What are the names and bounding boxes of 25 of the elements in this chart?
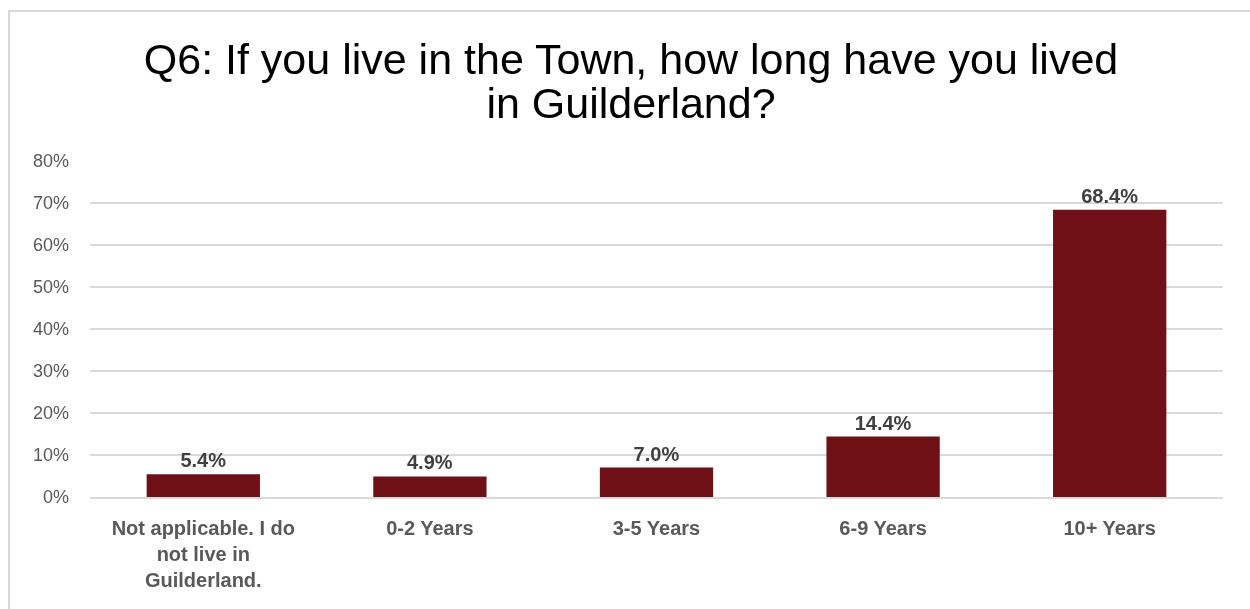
bar [146, 474, 260, 497]
y-tick-label: 10% [32, 445, 69, 466]
y-tick-label: 30% [32, 361, 69, 382]
data-label: 14.4% [854, 411, 912, 434]
y-tick-label: 0% [42, 487, 69, 508]
data-label: 5.4% [180, 449, 227, 472]
y-tick-label: 40% [32, 319, 69, 340]
data-label: 68.4% [1081, 184, 1139, 207]
bar [826, 436, 940, 497]
bar [599, 467, 714, 497]
x-tick-label: 0-2 Years [386, 516, 474, 539]
data-label: 4.9% [407, 451, 453, 474]
data-label: 7.0% [633, 442, 680, 465]
x-tick-label: 6-9 Years [839, 516, 927, 539]
bar [1053, 209, 1167, 497]
y-tick-label: 50% [32, 277, 69, 298]
y-tick-label: 20% [32, 403, 69, 424]
y-tick-label: 80% [32, 151, 69, 172]
bar [373, 476, 487, 497]
y-tick-label: 60% [32, 235, 69, 256]
y-tick-label: 70% [32, 193, 69, 214]
x-tick-label: 10+ Years [1063, 516, 1156, 539]
x-tick-label: 3-5 Years [612, 516, 701, 539]
x-tick-label: Not applicable. I do not live in Guilderland. [111, 516, 295, 591]
chart-title: Q6: If you live in the Town, how long have you lived in Guilderland? [142, 35, 1120, 127]
